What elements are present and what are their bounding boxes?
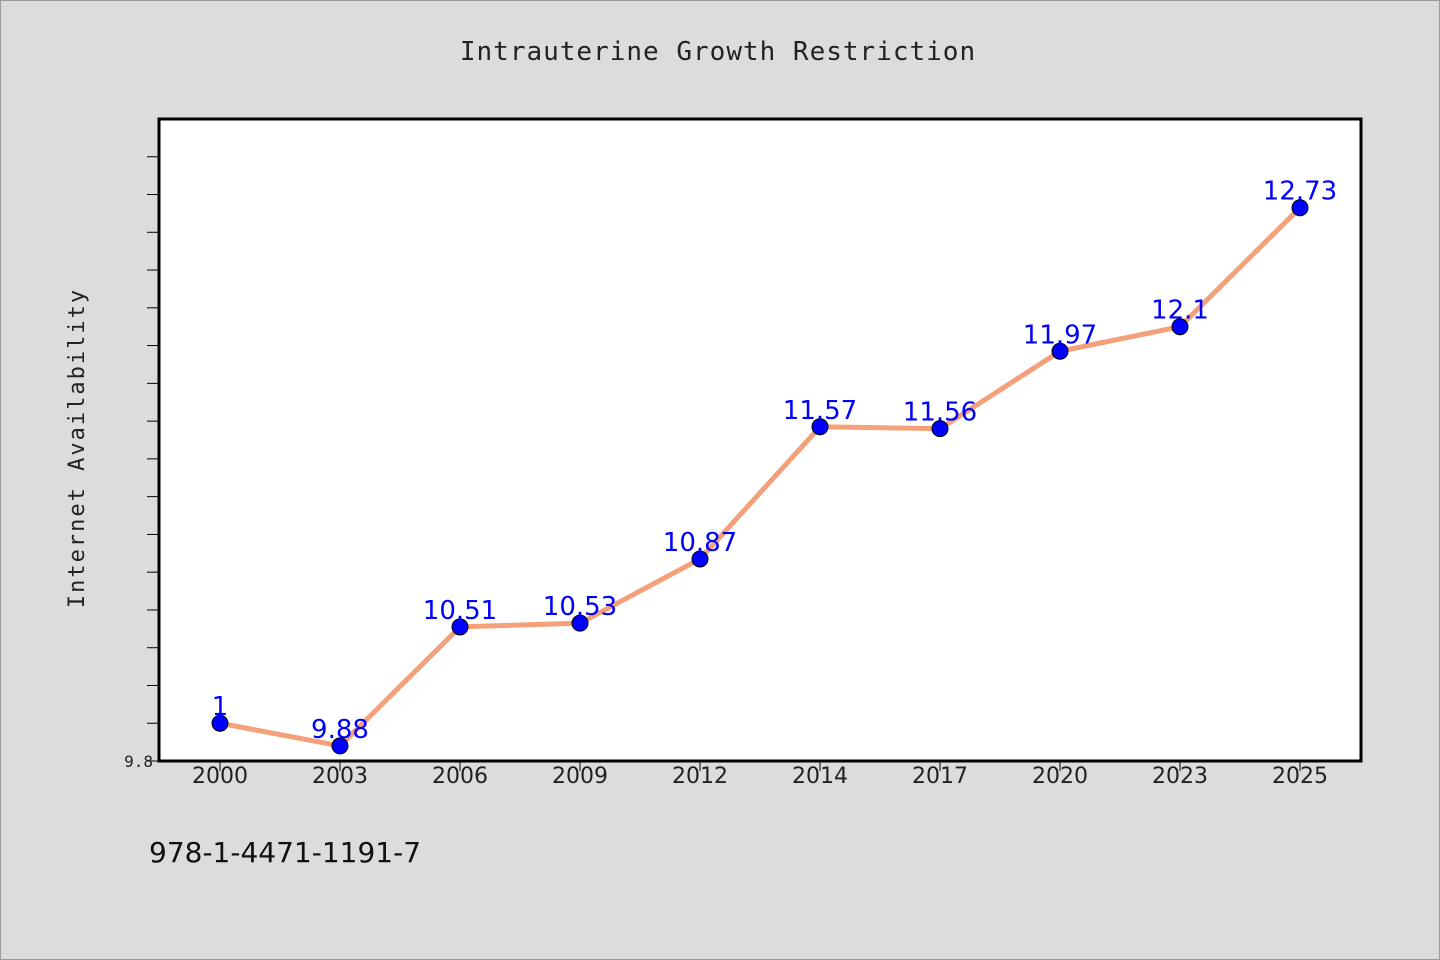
x-tick-label: 2020: [1032, 764, 1088, 789]
data-point: [571, 614, 589, 632]
plot-area: [157, 117, 1363, 763]
data-label: 10.87: [663, 528, 737, 558]
x-ticks: 2000 2003 2006 2009 2012 2014 2017 2020 2023 2025: [192, 761, 1328, 789]
x-tick-label: 2009: [552, 764, 608, 789]
isbn-footer: 978-1-4471-1191-7: [149, 836, 421, 869]
y-ticks: 9.8: [124, 156, 159, 771]
x-tick-label: 2006: [432, 764, 488, 789]
data-label: 12.1: [1151, 296, 1209, 326]
data-point: [1171, 318, 1189, 336]
data-point: [811, 418, 829, 436]
chart-title: Intrauterine Growth Restriction: [460, 37, 976, 67]
x-tick-label: 2023: [1152, 764, 1208, 789]
data-point: [451, 618, 469, 636]
y-axis-label: Internet Availability: [65, 288, 90, 608]
x-tick-label: 2003: [312, 764, 368, 789]
data-label: 12.73: [1263, 177, 1337, 207]
x-tick-label: 2025: [1272, 764, 1328, 789]
data-point: [691, 550, 709, 568]
data-point: [931, 420, 949, 438]
data-label: 10.53: [543, 592, 617, 622]
data-series: [211, 199, 1309, 755]
data-point: [1291, 199, 1309, 217]
data-label: 11.57: [783, 396, 857, 426]
x-tick-label: 2012: [672, 764, 728, 789]
data-labels: 1 9.88 10.51 10.53 10.87 11.57 11.56 11.97 12.1 1…: [212, 177, 1337, 745]
x-tick-label: 2017: [912, 764, 968, 789]
data-point: [211, 714, 229, 732]
x-tick-label: 2000: [192, 764, 248, 789]
y-tick-label: 9.8: [124, 752, 153, 771]
series-line: [217, 205, 1303, 749]
data-label: 1: [212, 692, 229, 722]
x-tick-label: 2014: [792, 764, 848, 789]
data-label: 11.56: [903, 398, 977, 428]
data-label: 11.97: [1023, 320, 1097, 350]
data-label: 10.51: [423, 596, 497, 626]
data-point: [1051, 342, 1069, 360]
data-point: [331, 737, 349, 755]
data-label: 9.88: [311, 715, 369, 745]
